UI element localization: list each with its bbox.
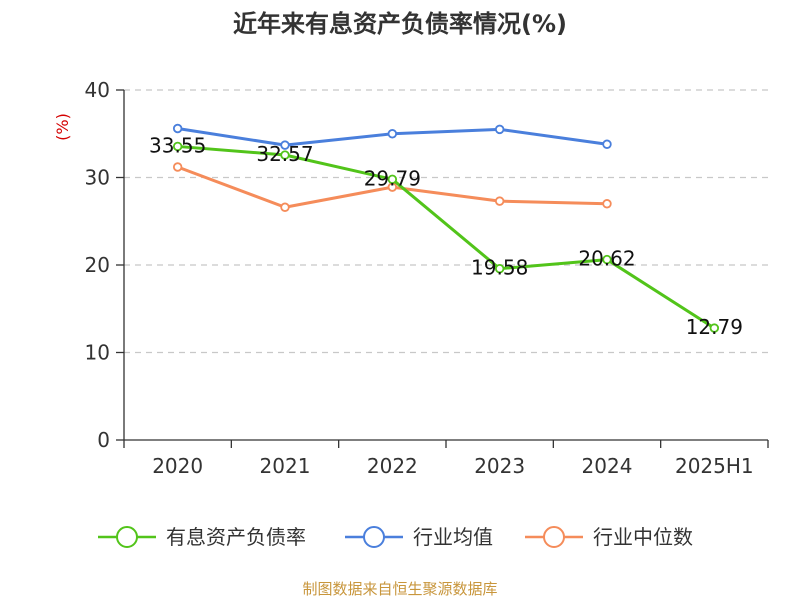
data-point — [280, 202, 290, 212]
data-point — [494, 196, 505, 206]
x-tick-label: 2021 — [260, 454, 311, 478]
data-point — [172, 141, 183, 152]
y-tick-label: 30 — [85, 166, 110, 190]
legend-marker — [363, 526, 385, 548]
data-point — [387, 174, 398, 185]
chart-title: 近年来有息资产负债率情况(%) — [233, 10, 567, 38]
data-label: 12.79 — [686, 315, 743, 339]
x-tick-label: 2023 — [474, 454, 525, 478]
series-lines — [172, 123, 720, 333]
x-tick-label: 2022 — [367, 454, 418, 478]
series-line-0 — [177, 144, 716, 330]
data-point — [494, 263, 505, 274]
legend-item: 行业均值 — [345, 525, 493, 549]
data-point — [172, 123, 183, 134]
legend-item: 有息资产负债率 — [98, 525, 306, 549]
x-tick-label: 2025H1 — [675, 454, 754, 478]
y-tick-label: 40 — [85, 78, 110, 102]
data-point — [602, 139, 612, 149]
data-point — [494, 124, 505, 135]
data-point — [709, 323, 720, 333]
legend-marker — [116, 526, 138, 548]
legend-marker — [543, 526, 565, 548]
data-labels: 33.55 32.57 29.79 19.58 20.62 12.79 — [149, 133, 743, 339]
axes: 0 10 20 30 40 2020 2021 2022 2023 2024 2025H1 — [85, 78, 769, 478]
data-point — [280, 150, 290, 160]
legend: 有息资产负债率 行业均值 行业中位数 — [98, 525, 693, 549]
data-point — [602, 254, 612, 265]
y-axis-unit-label: (%) — [53, 113, 72, 141]
data-label: 20.62 — [578, 247, 635, 271]
data-point — [602, 199, 612, 209]
y-tick-label: 20 — [85, 253, 110, 277]
data-label: 29.79 — [364, 166, 421, 190]
legend-label: 行业均值 — [413, 525, 493, 549]
x-tick-label: 2024 — [582, 454, 633, 478]
legend-label: 行业中位数 — [593, 525, 693, 549]
data-label: 19.58 — [471, 256, 528, 280]
legend-item: 行业中位数 — [525, 525, 693, 549]
y-tick-label: 0 — [97, 428, 110, 452]
data-point — [172, 162, 183, 172]
data-point — [387, 129, 398, 139]
data-label: 33.55 — [149, 133, 206, 157]
legend-label: 有息资产负债率 — [166, 525, 306, 549]
y-tick-label: 10 — [85, 341, 110, 365]
data-label: 32.57 — [256, 142, 313, 166]
data-point — [280, 140, 290, 150]
x-tick-label: 2020 — [152, 454, 203, 478]
gridlines — [124, 89, 768, 354]
source-note: 制图数据来自恒生聚源数据库 — [302, 580, 497, 598]
